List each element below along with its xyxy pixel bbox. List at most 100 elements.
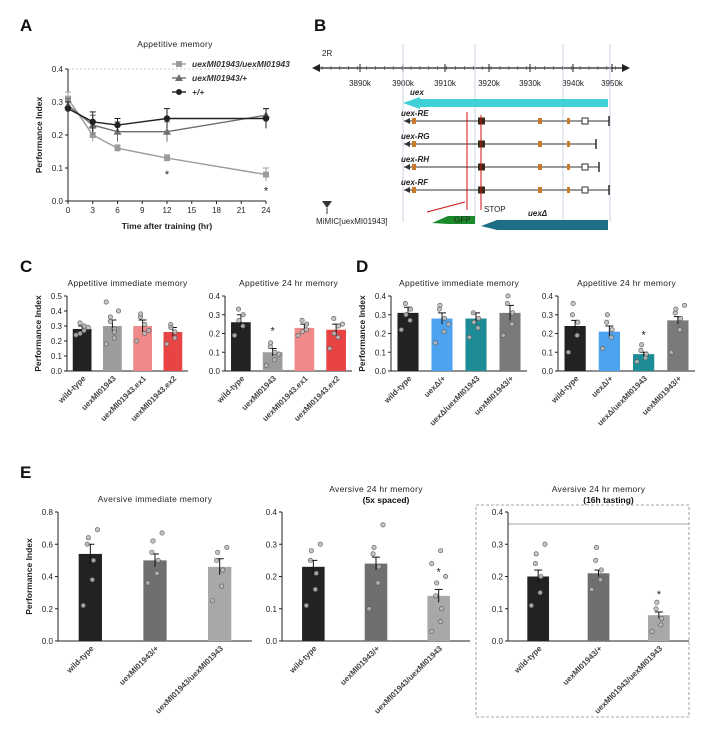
data-point bbox=[658, 622, 664, 628]
data-point bbox=[528, 603, 534, 609]
data-point bbox=[331, 315, 337, 321]
y-tick-label: 0.3 bbox=[492, 540, 504, 549]
chart-title: Aversive immediate memory bbox=[98, 494, 213, 504]
bar bbox=[633, 354, 655, 371]
y-tick-label: 0.3 bbox=[52, 98, 64, 107]
data-point bbox=[538, 573, 544, 579]
marker-triangle bbox=[163, 127, 171, 135]
data-point bbox=[85, 324, 91, 330]
marker-square bbox=[164, 155, 170, 162]
bar bbox=[431, 318, 453, 371]
data-point bbox=[94, 527, 100, 533]
y-tick-label: 0.2 bbox=[209, 330, 221, 339]
data-point bbox=[593, 557, 599, 563]
legend-marker bbox=[176, 89, 182, 95]
data-point bbox=[107, 314, 113, 320]
chart-subtitle: (16h tasting) bbox=[583, 495, 634, 505]
y-tick-label: 0.1 bbox=[375, 348, 387, 357]
bar bbox=[427, 595, 450, 641]
y-tick-label: 0.0 bbox=[51, 367, 63, 376]
data-point bbox=[597, 577, 603, 583]
data-point bbox=[80, 603, 86, 609]
genome-tick-label: 3890k bbox=[349, 79, 372, 88]
panel-label-a: A bbox=[20, 16, 32, 35]
data-point bbox=[299, 317, 305, 323]
y-tick-label: 0.2 bbox=[51, 337, 63, 346]
panel-label-d: D bbox=[356, 257, 368, 276]
data-point bbox=[219, 583, 225, 589]
data-point bbox=[236, 306, 242, 312]
data-point bbox=[272, 349, 278, 355]
data-point bbox=[85, 535, 91, 541]
mimic-triangle-icon bbox=[322, 201, 332, 208]
data-point bbox=[89, 577, 95, 583]
category-label: uexMI01943/+ bbox=[117, 644, 160, 687]
data-point bbox=[609, 327, 615, 333]
bar bbox=[133, 326, 153, 371]
exon bbox=[567, 187, 570, 193]
data-point bbox=[84, 541, 90, 547]
data-point bbox=[366, 606, 372, 612]
data-point bbox=[375, 580, 381, 586]
y-tick-label: 0.0 bbox=[375, 367, 387, 376]
y-tick-label: 0.3 bbox=[209, 311, 221, 320]
data-point bbox=[403, 312, 409, 318]
y-tick-label: 0.2 bbox=[492, 573, 504, 582]
bar-chart-E3: Aversive 24 hr memory(16h tasting) 0.0 0.1… bbox=[492, 484, 689, 716]
data-point bbox=[111, 335, 117, 341]
legend-marker bbox=[175, 74, 183, 81]
data-point bbox=[232, 332, 238, 338]
category-label: wild-type bbox=[382, 374, 414, 406]
y-tick-label: 0.2 bbox=[375, 330, 387, 339]
y-tick-label: 0.0 bbox=[542, 367, 554, 376]
data-point bbox=[150, 538, 156, 544]
gene-arrow bbox=[403, 97, 608, 109]
exon bbox=[581, 163, 589, 171]
significance-star: * bbox=[270, 326, 275, 338]
data-point bbox=[532, 561, 538, 567]
x-tick-label: 21 bbox=[237, 206, 246, 215]
transcript-arrow bbox=[404, 187, 410, 193]
chart-title: Appetitive immediate memory bbox=[399, 278, 520, 288]
data-point bbox=[398, 327, 404, 333]
y-tick-label: 0.0 bbox=[209, 367, 221, 376]
chart-title: Appetitive memory bbox=[137, 39, 213, 49]
data-point bbox=[142, 330, 148, 336]
bar bbox=[302, 566, 325, 641]
data-point bbox=[81, 327, 87, 333]
bar bbox=[527, 576, 550, 641]
data-point bbox=[604, 319, 610, 325]
data-point bbox=[654, 599, 660, 605]
data-point bbox=[542, 541, 548, 547]
genome-tick-label: 3920k bbox=[478, 79, 501, 88]
data-point bbox=[303, 327, 309, 333]
data-point bbox=[172, 335, 178, 341]
exon bbox=[581, 186, 589, 194]
data-point bbox=[268, 340, 274, 346]
exon bbox=[567, 141, 570, 147]
exon bbox=[412, 187, 416, 193]
data-point bbox=[371, 544, 377, 550]
y-tick-label: 0.3 bbox=[542, 311, 554, 320]
bar-chart-C2: Appetitive 24 hr memory 0.0 0.1 0.2 0.3 0.4 wi… bbox=[209, 278, 352, 423]
data-point bbox=[164, 341, 170, 347]
data-point bbox=[639, 342, 645, 348]
data-point bbox=[500, 332, 506, 338]
data-point bbox=[673, 306, 679, 312]
transcript-label: uex-RH bbox=[401, 155, 429, 164]
data-point bbox=[295, 332, 301, 338]
data-point bbox=[443, 573, 449, 579]
data-point bbox=[276, 351, 282, 357]
y-tick-label: 0.3 bbox=[266, 540, 278, 549]
data-point bbox=[668, 349, 674, 355]
mimic-label: MiMIC[uexMI01943] bbox=[316, 217, 388, 226]
data-point bbox=[432, 340, 438, 346]
exon bbox=[412, 164, 416, 170]
bar bbox=[499, 312, 521, 371]
data-point bbox=[565, 349, 571, 355]
transcript-label: uex-RE bbox=[401, 109, 429, 118]
axis-arrow-left bbox=[312, 64, 320, 72]
panel-label-b: B bbox=[314, 16, 326, 35]
legend-marker bbox=[176, 61, 182, 67]
x-tick-label: 24 bbox=[262, 206, 271, 215]
